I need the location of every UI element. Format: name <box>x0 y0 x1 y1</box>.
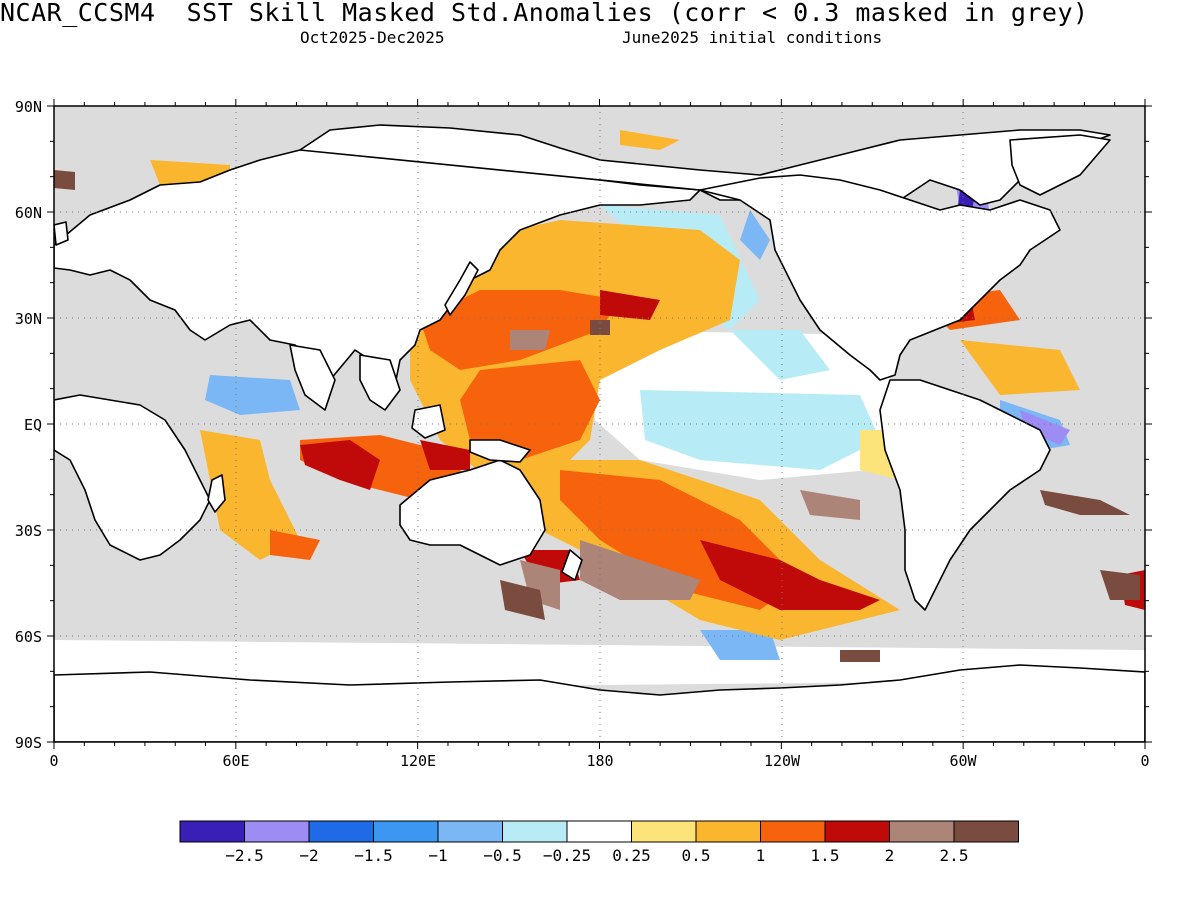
colorbar-swatch <box>179 820 245 843</box>
colorbar-label: −2 <box>299 846 318 865</box>
india-land <box>289 344 336 411</box>
lat-label-60n: 60N <box>15 204 42 222</box>
map-grid <box>54 106 1145 742</box>
colorbar-swatch <box>889 820 955 843</box>
colorbar-swatch <box>373 820 439 843</box>
south-america-land <box>879 379 1051 611</box>
colorbar-swatch <box>824 820 890 843</box>
australia-land <box>399 459 546 566</box>
colorbar-label: −0.5 <box>483 846 522 865</box>
colorbar-swatch <box>308 820 374 843</box>
africa-land <box>54 394 211 561</box>
colorbar-label: 2.5 <box>940 846 969 865</box>
colorbar-swatch <box>695 820 761 843</box>
forecast-period: Oct2025-Dec2025 <box>300 28 445 47</box>
initial-conditions: June2025 initial conditions <box>622 28 883 47</box>
colorbar-label: 0.5 <box>682 846 711 865</box>
new-zealand-land <box>561 549 583 581</box>
colorbar-swatch <box>953 820 1019 843</box>
north-america-land <box>699 174 1061 381</box>
colorbar-swatch <box>566 820 632 843</box>
lat-label-60s: 60S <box>15 628 42 646</box>
lon-label-120e: 120E <box>400 752 436 770</box>
lon-label-180: 180 <box>586 752 613 770</box>
colorbar-swatch <box>502 820 568 843</box>
japan-land <box>444 261 479 316</box>
colorbar-label: 2 <box>885 846 895 865</box>
color-scale-legend: −2.5 −2 −1.5 −1 −0.5 −0.25 0.25 0.5 1 1.5 2 2.5 <box>179 820 1019 865</box>
latitude-labels: 90N 60N 30N EQ 30S 60S 90S <box>15 98 42 752</box>
uk-land <box>54 221 69 246</box>
longitude-labels: 0 60E 120E 180 120W 60W 0 <box>49 752 1149 770</box>
colorbar-label: −0.25 <box>543 846 591 865</box>
colorbar-swatch <box>244 820 310 843</box>
lon-label-60e: 60E <box>222 752 249 770</box>
colorbar-label: 1 <box>756 846 766 865</box>
antarctica-land <box>54 664 1145 742</box>
colorbar-swatch <box>437 820 503 843</box>
lon-label-0-east: 0 <box>1140 752 1149 770</box>
greenland-land <box>1009 134 1111 196</box>
colorbar-label: 1.5 <box>811 846 840 865</box>
lat-label-30s: 30S <box>15 522 42 540</box>
indochina-land <box>359 354 401 411</box>
map-title: NCAR_CCSM4 SST Skill Masked Std.Anomalie… <box>0 0 1089 27</box>
lon-label-120w: 120W <box>764 752 801 770</box>
colorbar-swatch <box>760 820 826 843</box>
lat-label-eq: EQ <box>24 416 42 434</box>
colorbar-label: −2.5 <box>225 846 264 865</box>
colorbar-swatch <box>631 820 697 843</box>
lat-label-90n: 90N <box>15 98 42 116</box>
madagascar-land <box>207 474 226 513</box>
lat-label-90s: 90S <box>15 734 42 752</box>
lat-label-30n: 30N <box>15 310 42 328</box>
warm-anomaly-max <box>54 170 1140 662</box>
new-guinea-land <box>469 439 531 463</box>
colorbar-label: −1 <box>428 846 447 865</box>
lon-label-60w: 60W <box>949 752 977 770</box>
colorbar-label: −1.5 <box>354 846 393 865</box>
borneo-land <box>411 404 446 439</box>
axis-ticks <box>47 99 1152 749</box>
colorbar-label: 0.25 <box>612 846 651 865</box>
land-masses <box>54 124 1145 742</box>
lon-label-0: 0 <box>49 752 58 770</box>
